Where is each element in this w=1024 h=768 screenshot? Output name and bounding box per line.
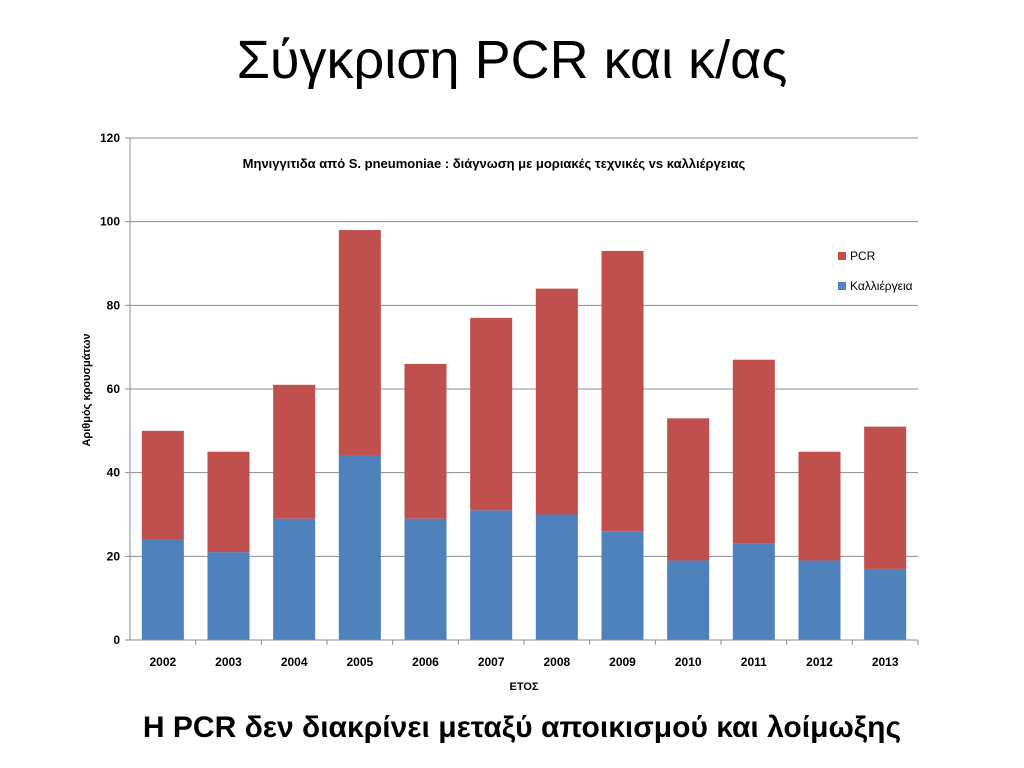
- axes: [125, 137, 919, 645]
- y-tick-label: 60: [107, 382, 121, 396]
- bar-culture: [404, 518, 447, 640]
- bar-pcr: [338, 230, 381, 456]
- chart-title: Μηνιγγιτιδα από S. pneumoniae : διάγνωση…: [243, 156, 746, 171]
- bar-pcr: [141, 430, 184, 540]
- x-tick-label: 2004: [281, 655, 308, 669]
- x-tick-label: 2010: [675, 655, 702, 669]
- bar-pcr: [207, 451, 250, 553]
- legend-label: PCR: [850, 249, 876, 263]
- legend-swatch: [838, 252, 846, 260]
- y-tick-label: 120: [100, 131, 120, 145]
- x-tick-label: 2011: [741, 655, 767, 669]
- x-tick-label: 2002: [149, 655, 176, 669]
- bar-culture: [798, 560, 841, 640]
- x-tick-label: 2012: [806, 655, 833, 669]
- bar-pcr: [273, 384, 316, 519]
- grid-lines: [130, 137, 918, 557]
- bar-culture: [338, 455, 381, 640]
- y-tick-label: 100: [100, 215, 120, 229]
- legend-swatch: [838, 282, 846, 290]
- x-tick-labels: 2002 2003 2004 2005 2006 2007 2008 2009 2010 2011…: [149, 655, 898, 669]
- bar-culture: [732, 543, 775, 640]
- bar-culture: [864, 568, 907, 640]
- bar-pcr: [404, 363, 447, 519]
- legend: PCR Καλλιέργεια: [838, 249, 913, 293]
- bar-pcr: [601, 250, 644, 532]
- bar-culture: [141, 539, 184, 640]
- bar-culture: [470, 510, 513, 640]
- bar-pcr: [667, 418, 710, 561]
- y-tick-label: 80: [107, 298, 121, 312]
- bar-group: [141, 230, 907, 640]
- x-tick-label: 2008: [543, 655, 570, 669]
- x-axis-title: ΕΤΟΣ: [509, 681, 538, 693]
- y-tick-label: 0: [113, 633, 120, 647]
- y-tick-label: 40: [107, 466, 121, 480]
- x-tick-label: 2007: [478, 655, 505, 669]
- bar-culture: [667, 560, 710, 640]
- slide-title: Σύγκριση PCR και κ/ας: [236, 30, 788, 90]
- x-tick-label: 2009: [609, 655, 636, 669]
- bar-culture: [601, 531, 644, 640]
- x-tick-label: 2003: [215, 655, 242, 669]
- legend-label: Καλλιέργεια: [850, 279, 913, 293]
- x-tick-label: 2013: [872, 655, 899, 669]
- bar-culture: [273, 518, 316, 640]
- bar-pcr: [798, 451, 841, 561]
- bar-culture: [535, 514, 578, 640]
- x-tick-label: 2005: [346, 655, 373, 669]
- y-tick-labels: 0 20 40 60 80 100 120: [100, 131, 120, 647]
- y-tick-label: 20: [107, 549, 121, 563]
- bar-pcr: [864, 426, 907, 569]
- bar-culture: [207, 552, 250, 640]
- stacked-bar-chart: 0 20 40 60 80 100 120 2002 2003 2004 2005 2006 2007…: [81, 131, 919, 693]
- footer-statement: Η PCR δεν διακρίνει μεταξύ αποικισμού κα…: [142, 711, 902, 744]
- y-axis-title: Αριθμός κρουσμάτων: [81, 333, 93, 446]
- x-tick-label: 2006: [412, 655, 439, 669]
- bar-pcr: [732, 359, 775, 544]
- bar-pcr: [535, 288, 578, 515]
- bar-pcr: [470, 317, 513, 511]
